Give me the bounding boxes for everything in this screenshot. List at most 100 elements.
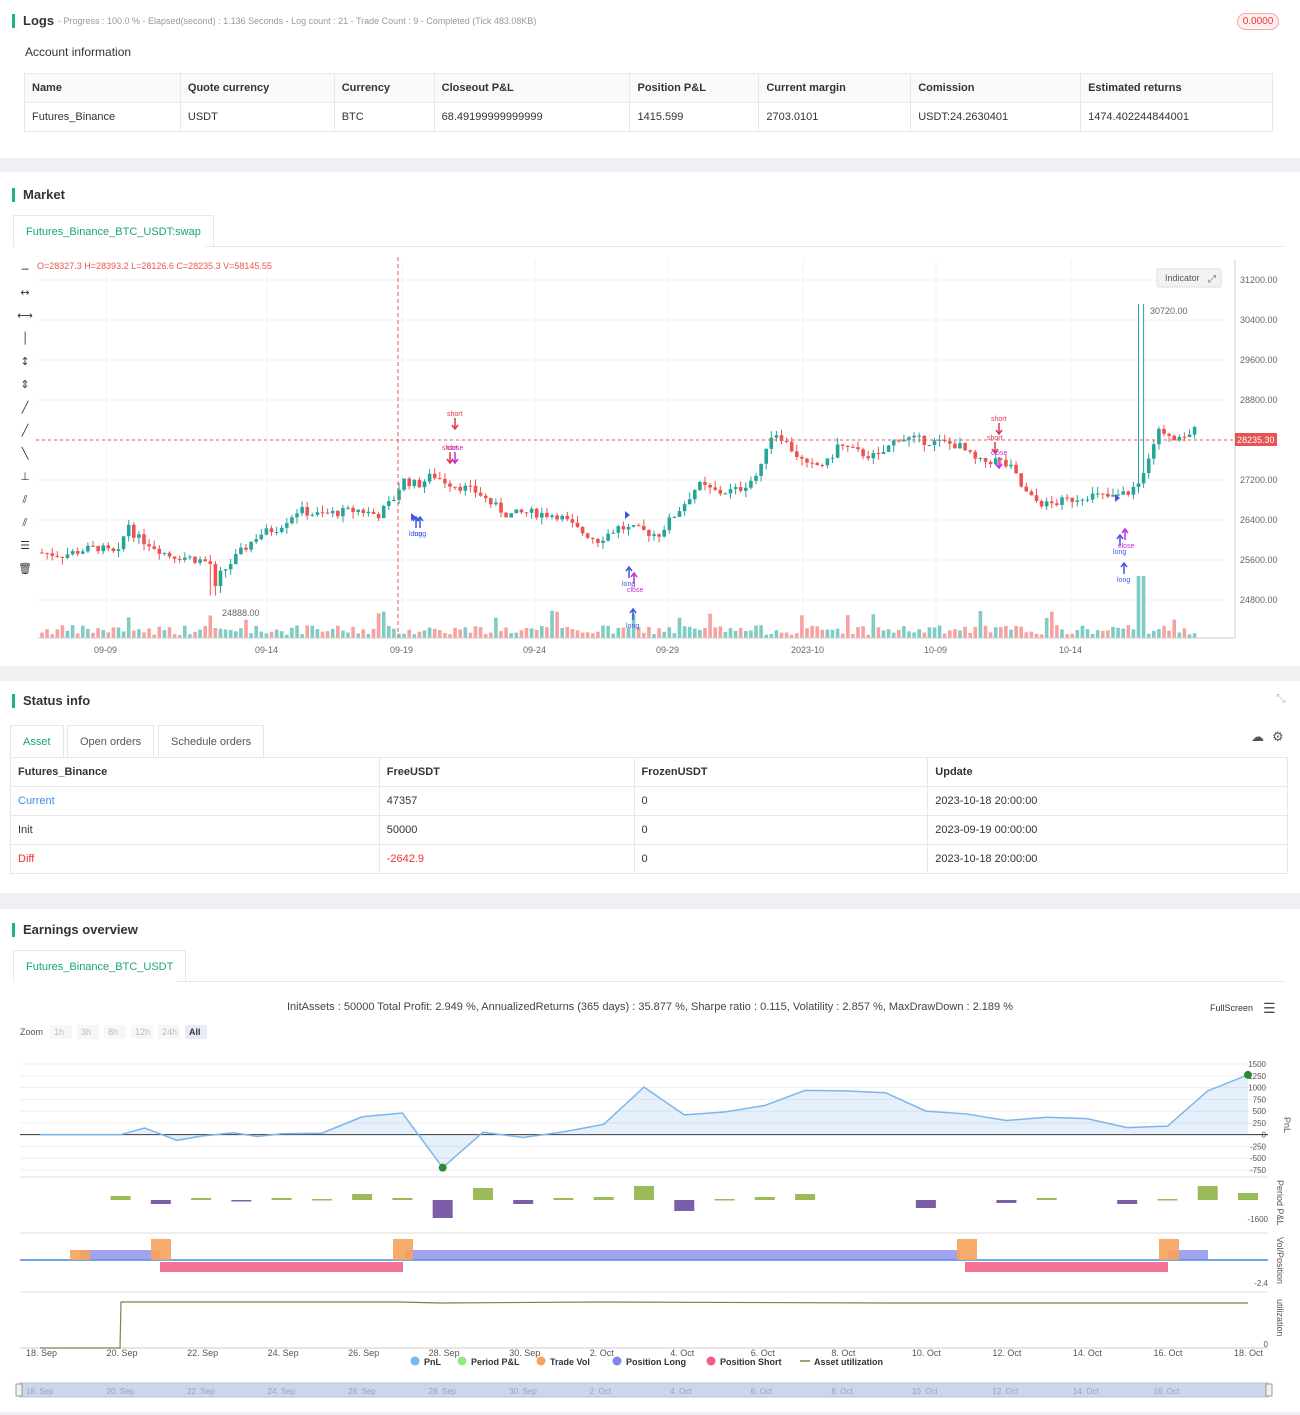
navigator-handle-right[interactable] [1265,1383,1273,1397]
volume-bar [341,630,345,638]
zoom-button-8h[interactable]: 8h [104,1025,126,1039]
candle-body [254,539,258,542]
volume-bar [550,610,554,638]
legend-item[interactable]: Asset utilization [800,1357,883,1367]
legend-item[interactable]: Position Long [612,1356,687,1368]
volume-bar [800,615,804,638]
account-info-title: Account information [25,45,132,59]
trash-icon[interactable]: 🗑 [18,562,32,575]
candle-body [1024,486,1029,492]
tab-market-symbol[interactable]: Futures_Binance_BTC_USDT:swap [13,215,214,247]
legend-item[interactable]: Period P&L [457,1356,521,1368]
trade-marker-close: close [447,445,463,465]
volume-bar [1050,611,1054,638]
candle-body [167,552,172,557]
collapse-icon[interactable]: ⤡ [1276,691,1286,705]
tab-asset[interactable]: Asset [10,725,64,757]
zoom-button-All[interactable]: All [185,1025,207,1039]
table-row: Diff -2642.9 0 2023-10-18 20:00:00 [10,844,1288,874]
price-range-icon[interactable]: ⊥ [20,470,30,483]
x-tick-label: 14. Oct [1073,1348,1103,1358]
x-tick-label: 8. Oct [831,1348,856,1358]
trend-line-icon[interactable]: ╱ [21,401,29,414]
extended-line-icon[interactable]: ╲ [21,447,29,460]
navigator-handle-left[interactable] [15,1383,23,1397]
candle-body [116,549,121,552]
vertical-segment-icon[interactable]: ⇕ [20,378,30,391]
menu-icon[interactable]: ☰ [1263,1000,1276,1016]
legend-item[interactable]: Trade Vol [536,1356,590,1368]
column-header: Position P&L [629,73,760,103]
candle-body [1192,427,1197,435]
vertical-ray-icon[interactable]: ↕ [20,355,30,368]
candle-body [810,462,814,464]
candle-body [754,475,758,481]
legend-item[interactable]: Position Short [706,1356,782,1368]
volume-bar [285,634,289,638]
table-row: Current 47357 0 2023-10-18 20:00:00 [10,786,1288,816]
trade-marker-label: long [1113,549,1126,556]
candle-body [203,559,207,562]
trade-marker-label: short [987,435,1003,442]
pnl-tick-label: 250 [1253,1119,1267,1128]
volume-bar [183,625,187,638]
horizontal-segment-icon[interactable]: ⟷ [17,309,33,322]
trade-marker-close: close [627,571,643,594]
vertical-line-icon[interactable]: │ [21,332,29,345]
parallel-channel-icon[interactable]: ⫽ [22,493,28,506]
candle-body [91,545,95,547]
horizontal-line-icon[interactable]: ─ [21,263,29,276]
volume-bar [825,629,830,638]
zoom-option-label: 3h [81,1027,91,1037]
indicator-button[interactable]: Indicator ⤢ [1156,268,1222,288]
candle-body [540,512,544,518]
candle-body [999,458,1003,460]
fib-retracement-icon[interactable]: ☰ [20,539,30,552]
horizontal-ray-icon[interactable]: ↔ [20,286,30,299]
earnings-chart[interactable]: Zoom 1h 3h 8h 12h 24h All 1500 1250 1000 750 500 2… [0,1005,1300,1415]
legend-item[interactable]: PnL [410,1356,442,1368]
navigator-tick-label: 20. Sep [107,1387,135,1396]
zoom-button-1h[interactable]: 1h [50,1025,72,1039]
candle-body [86,545,90,552]
tab-earnings-symbol[interactable]: Futures_Binance_BTC_USDT [13,950,187,982]
candle-body [647,529,651,537]
period-pnl-bar [311,1199,332,1201]
candle-body [70,551,75,555]
candle-body [1090,493,1095,500]
price-tick-label: 25600.00 [1240,555,1278,565]
candle-body [636,525,641,527]
candle-body [1019,473,1023,487]
candle-body [1060,497,1064,506]
volume-bar [545,627,549,638]
candlestick-chart[interactable]: shortshortcloselonglonglongcloselongshor… [30,252,1300,667]
candle-body [320,512,325,514]
expand-icon[interactable]: ⤢ [1208,274,1216,285]
volume-bar [137,629,141,638]
candle-body [152,546,156,549]
candle-body [300,507,304,514]
volume-bar [733,630,738,638]
zoom-button-24h[interactable]: 24h [158,1025,180,1039]
pnl-area [40,1074,1248,1168]
candle-body [157,548,162,554]
candle-body [835,444,840,458]
candle-body [978,458,983,460]
candle-body [662,529,666,537]
x-tick-label: 6. Oct [751,1348,776,1358]
volume-bar [1060,629,1064,638]
cloud-download-icon[interactable]: ☁ [1251,729,1264,744]
gear-icon[interactable]: ⚙ [1272,729,1284,744]
tab-open-orders[interactable]: Open orders [67,725,155,757]
zoom-button-12h[interactable]: 12h [131,1025,153,1039]
candle-body [1141,473,1146,484]
candle-body [60,556,65,558]
x-tick-label: 18. Oct [1234,1348,1264,1358]
fullscreen-button[interactable]: FullScreen [1210,1003,1254,1013]
tab-schedule-orders[interactable]: Schedule orders [158,725,265,757]
pitchfork-icon[interactable]: ⫽ [22,516,28,529]
ray-line-icon[interactable]: ╱ [21,424,29,437]
legend-label: Period P&L [471,1357,520,1367]
zoom-button-3h[interactable]: 3h [77,1025,99,1039]
table-cell: 0 [633,844,929,874]
